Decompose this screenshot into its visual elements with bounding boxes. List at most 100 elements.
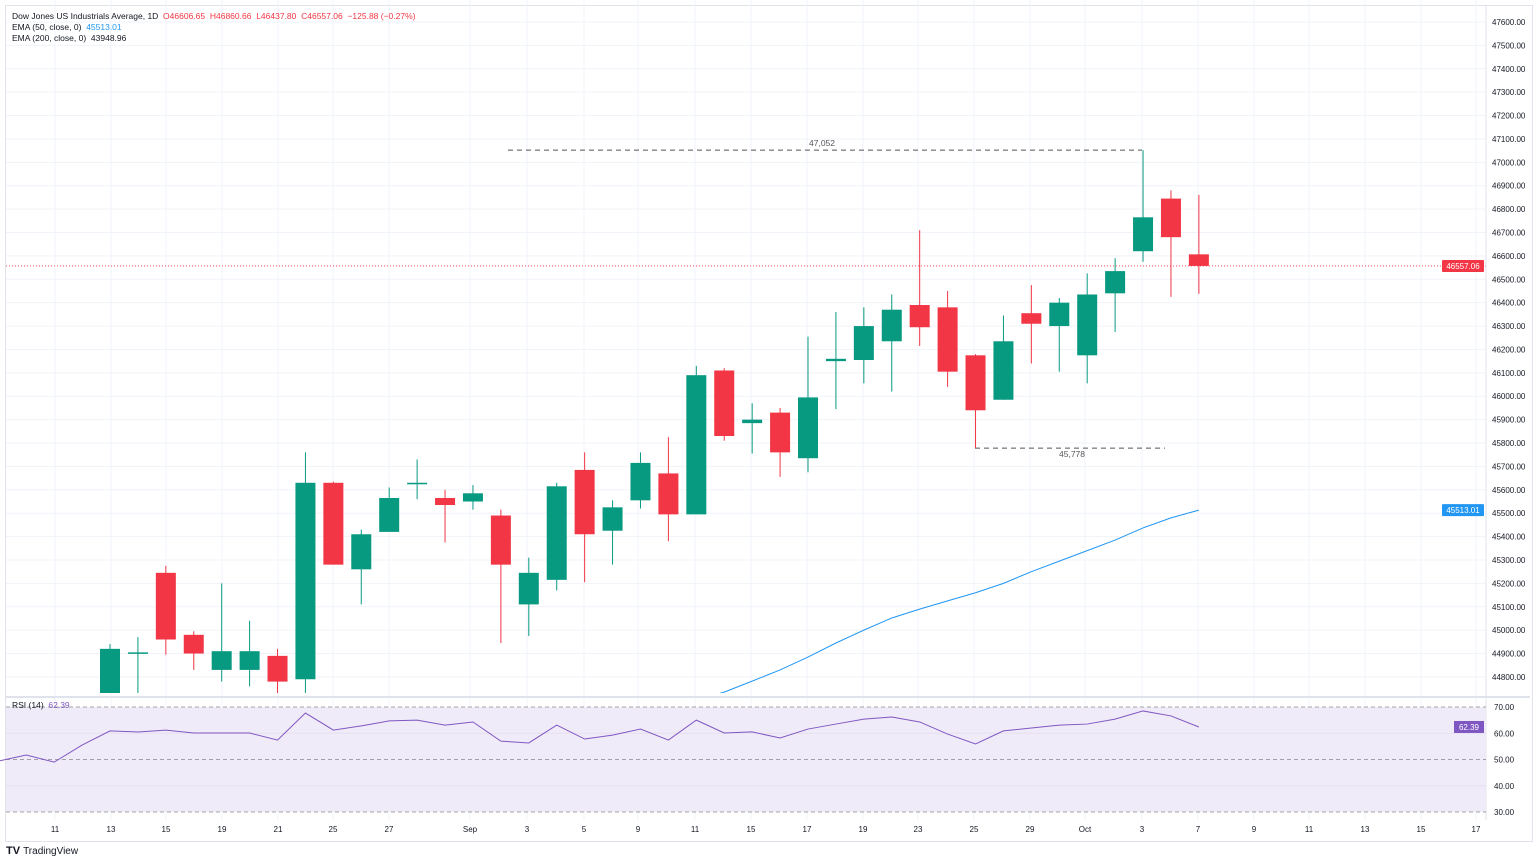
candle-down: [937, 307, 958, 372]
date-tick-label: 21: [274, 825, 283, 834]
date-tick-label: 27: [385, 825, 394, 834]
candle-down: [658, 473, 679, 515]
candle-up: [630, 462, 651, 501]
price-tick-label: 44900.00: [1492, 650, 1526, 659]
price-tick-label: 45500.00: [1492, 509, 1526, 518]
candle-up: [462, 493, 483, 502]
candle-down: [714, 370, 735, 437]
price-tick-label: 45200.00: [1492, 579, 1526, 588]
candle-up: [100, 648, 120, 693]
date-tick-label: Oct: [1079, 825, 1092, 834]
price-tick-label: 47200.00: [1492, 112, 1526, 121]
date-tick-label: 11: [51, 825, 60, 834]
candle-up: [881, 309, 902, 342]
candle-up: [1049, 302, 1070, 327]
candle-up: [686, 375, 707, 515]
date-tick-label: 11: [691, 825, 700, 834]
price-tick-label: 47000.00: [1492, 158, 1526, 167]
candle-up: [742, 419, 763, 424]
price-tick-label: 46500.00: [1492, 275, 1526, 284]
rsi-band-fill: [6, 707, 1486, 812]
date-tick-label: 11: [1305, 825, 1314, 834]
date-tick-label: 17: [803, 825, 812, 834]
candle-down: [1021, 313, 1042, 324]
date-tick-label: 9: [1252, 825, 1257, 834]
rsi-legend[interactable]: RSI (14) 62.39: [12, 700, 70, 710]
open-value: O46606.65: [163, 11, 206, 21]
price-tick-label: 47400.00: [1492, 65, 1526, 74]
candle-up: [295, 482, 316, 680]
candle-down: [183, 634, 204, 654]
candle-down: [490, 515, 511, 565]
price-tick-label: 46800.00: [1492, 205, 1526, 214]
date-tick-label: 19: [218, 825, 227, 834]
price-tick-label: 45400.00: [1492, 533, 1526, 542]
change-value: −125.88 (−0.27%): [347, 11, 416, 21]
date-tick-label: 25: [329, 825, 338, 834]
last-price-badge: [1442, 259, 1484, 272]
candle-down: [1160, 198, 1181, 238]
price-tick-label: 44800.00: [1492, 673, 1526, 682]
date-tick-label: 15: [1417, 825, 1426, 834]
candle-up: [127, 652, 148, 654]
high-value: H46860.66: [209, 11, 252, 21]
ema50-badge-label: 45513.01: [1446, 506, 1480, 515]
price-tick-label: 45100.00: [1492, 603, 1526, 612]
price-tick-label: 46200.00: [1492, 345, 1526, 354]
date-tick-label: 3: [525, 825, 530, 834]
price-tick-label: 47300.00: [1492, 88, 1526, 97]
candle-down: [770, 412, 791, 453]
ema200-legend[interactable]: EMA (200, close, 0) 43948.96: [12, 33, 126, 43]
rsi-tick-label: 40.00: [1494, 782, 1515, 791]
price-tick-label: 45800.00: [1492, 439, 1526, 448]
date-tick-label: 9: [636, 825, 641, 834]
ema200-value: 43948.96: [90, 33, 127, 43]
high-annotation-label: 47,052: [809, 138, 835, 148]
date-tick-label: 25: [970, 825, 979, 834]
rsi-line: [0, 710, 1200, 763]
candle-up: [993, 341, 1014, 400]
date-tick-label: 13: [107, 825, 116, 834]
price-tick-label: 45600.00: [1492, 486, 1526, 495]
candle-up: [798, 397, 818, 459]
price-tick-label: 45700.00: [1492, 462, 1526, 471]
ema50-legend[interactable]: EMA (50, close, 0) 45513.01: [12, 22, 122, 32]
price-tick-label: 46900.00: [1492, 182, 1526, 191]
candle-down: [155, 572, 176, 640]
candle-up: [351, 534, 372, 570]
date-tick-label: 15: [162, 825, 171, 834]
candle-down: [909, 305, 930, 328]
symbol-legend: Dow Jones US Industrials Average, 1D O46…: [12, 11, 416, 21]
candle-down: [574, 469, 595, 535]
candle-down: [435, 497, 456, 506]
candle-down: [965, 355, 986, 411]
tradingview-logo[interactable]: TV TradingView: [6, 845, 78, 857]
low-value: L46437.80: [256, 11, 297, 21]
candle-down: [323, 482, 344, 565]
rsi-tick-label: 30.00: [1494, 808, 1515, 817]
price-tick-label: 46300.00: [1492, 322, 1526, 331]
rsi-tick-label: 50.00: [1494, 756, 1515, 765]
candle-up: [825, 358, 846, 362]
ema50-value: 45513.01: [86, 22, 122, 32]
price-tick-label: 46700.00: [1492, 229, 1526, 238]
candle-up: [1133, 217, 1154, 252]
ema50-label: EMA (50, close, 0): [12, 22, 82, 32]
rsi-label: RSI (14): [12, 700, 44, 710]
close-value: C46557.06: [301, 11, 343, 21]
price-tick-label: 46000.00: [1492, 392, 1526, 401]
date-tick-label: 5: [582, 825, 587, 834]
candle-up: [602, 507, 623, 531]
date-tick-label: Sep: [463, 825, 478, 834]
rsi-badge-label: 62.39: [1459, 723, 1480, 732]
candle-up: [546, 486, 567, 580]
price-tick-label: 46600.00: [1492, 252, 1526, 261]
low-annotation-label: 45,778: [1059, 449, 1085, 459]
date-tick-label: 3: [1140, 825, 1145, 834]
rsi-tick-label: 70.00: [1494, 703, 1515, 712]
brand-name: TradingView: [23, 845, 79, 857]
candle-up: [211, 651, 232, 670]
price-tick-label: 46400.00: [1492, 299, 1526, 308]
date-tick-label: 7: [1196, 825, 1201, 834]
